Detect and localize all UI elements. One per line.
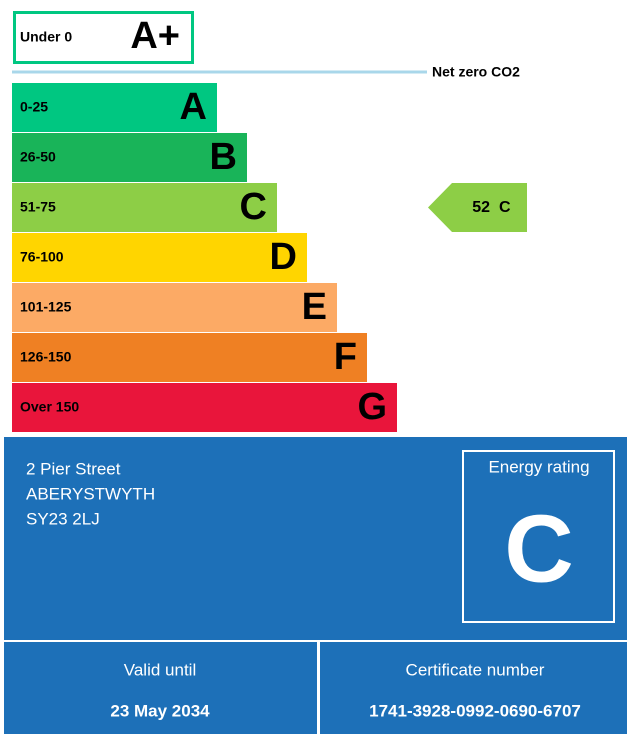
rating-letter: C	[504, 495, 573, 602]
band	[12, 383, 397, 432]
address-line: SY23 2LJ	[26, 509, 100, 528]
band	[12, 333, 367, 382]
certificate-number: 1741-3928-0992-0690-6707	[369, 701, 581, 720]
band-letter: B	[210, 136, 237, 178]
band-letter: A	[180, 86, 207, 128]
top-band-box	[13, 11, 194, 64]
band-letter: E	[302, 286, 327, 328]
certificate-label: Certificate number	[406, 660, 545, 679]
current-score: 52	[472, 199, 490, 216]
address-line: 2 Pier Street	[26, 459, 121, 478]
band	[12, 133, 247, 182]
band-letter: G	[357, 386, 387, 428]
band	[12, 183, 277, 232]
band-letter: D	[270, 236, 297, 278]
band-range: 0-25	[20, 99, 48, 115]
band	[12, 83, 217, 132]
band-letter: C	[240, 186, 267, 228]
top-band-letter: A+	[130, 15, 180, 57]
property-panel	[4, 437, 627, 640]
valid-date: 23 May 2034	[110, 701, 210, 720]
current-letter: C	[499, 199, 511, 216]
footer-left	[4, 642, 317, 734]
top-band-range: Under 0	[20, 29, 72, 45]
band	[12, 283, 337, 332]
band-range: Over 150	[20, 399, 79, 415]
band-range: 51-75	[20, 199, 56, 215]
rating-label: Energy rating	[488, 457, 589, 476]
rating-box	[462, 450, 615, 623]
band-range: 101-125	[20, 299, 72, 315]
net-zero-label: Net zero CO2	[432, 64, 520, 80]
band-letter: F	[334, 336, 357, 378]
band	[12, 233, 307, 282]
footer-right	[320, 642, 627, 734]
address-line: ABERYSTWYTH	[26, 484, 155, 503]
band-range: 126-150	[20, 349, 72, 365]
valid-label: Valid until	[124, 660, 196, 679]
band-range: 26-50	[20, 149, 56, 165]
band-range: 76-100	[20, 249, 64, 265]
current-arrow	[428, 183, 527, 232]
